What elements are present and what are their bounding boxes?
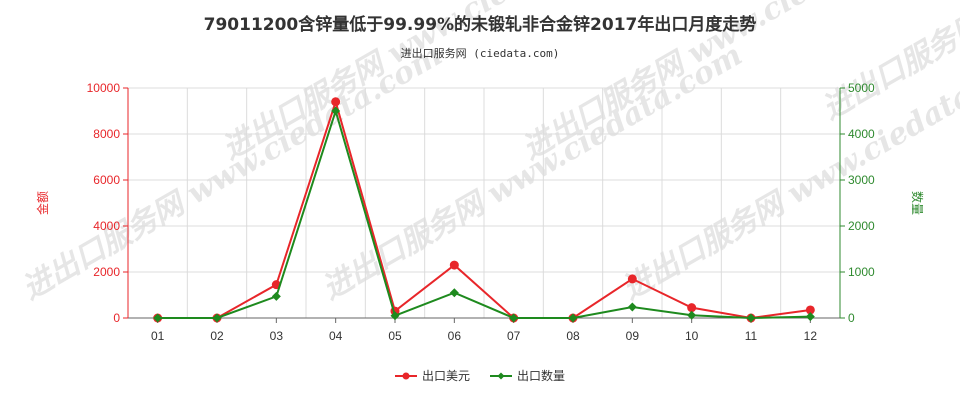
left-axis-ticks: 0 2000 4000 6000 8000 10000 xyxy=(87,81,128,325)
axes xyxy=(127,88,841,319)
left-axis-title: 金额 xyxy=(35,191,50,215)
x-tick-label: 12 xyxy=(804,329,818,343)
data-point xyxy=(627,302,637,312)
legend: 出口美元 出口数量 xyxy=(395,368,565,383)
legend-label: 出口数量 xyxy=(517,368,565,383)
data-point xyxy=(331,106,341,116)
data-point xyxy=(687,310,697,320)
right-axis-title: 数量 xyxy=(910,191,925,215)
legend-marker xyxy=(402,372,410,380)
series-layer xyxy=(153,97,815,323)
data-point xyxy=(509,313,519,323)
data-point xyxy=(627,274,637,284)
data-point xyxy=(331,97,341,107)
right-tick-label: 3000 xyxy=(848,173,875,187)
left-tick-label: 4000 xyxy=(93,219,120,233)
left-tick-label: 0 xyxy=(113,311,120,325)
x-tick-label: 10 xyxy=(685,329,699,343)
legend-item: 出口美元 xyxy=(395,369,470,383)
right-tick-label: 4000 xyxy=(848,127,875,141)
legend-label: 出口美元 xyxy=(422,369,470,383)
data-point xyxy=(271,291,281,301)
data-point xyxy=(568,313,578,323)
left-tick-label: 10000 xyxy=(87,81,121,95)
left-tick-label: 2000 xyxy=(93,265,120,279)
x-axis-ticks: 01 02 03 04 05 06 07 08 09 10 11 12 xyxy=(151,318,817,343)
grid xyxy=(128,87,841,318)
x-tick-label: 05 xyxy=(388,329,402,343)
chart-subtitle: 进出口服务网 (ciedata.com) xyxy=(401,46,560,60)
right-tick-label: 2000 xyxy=(848,219,875,233)
right-tick-label: 1000 xyxy=(848,265,875,279)
left-tick-label: 8000 xyxy=(93,127,120,141)
right-axis-ticks: 0 1000 2000 3000 4000 5000 xyxy=(840,81,875,325)
legend-item: 出口数量 xyxy=(490,368,565,383)
right-tick-label: 0 xyxy=(848,311,855,325)
x-tick-label: 07 xyxy=(507,329,521,343)
x-tick-label: 02 xyxy=(210,329,224,343)
x-tick-label: 11 xyxy=(745,329,758,343)
x-tick-label: 03 xyxy=(270,329,284,343)
data-point xyxy=(153,313,163,323)
data-point xyxy=(687,303,697,313)
legend-marker xyxy=(497,372,505,380)
x-tick-label: 01 xyxy=(151,329,165,343)
series-line xyxy=(157,98,811,320)
data-point xyxy=(805,312,815,322)
series-line xyxy=(157,107,811,320)
data-point xyxy=(449,260,459,270)
x-tick-label: 06 xyxy=(448,329,462,343)
data-point xyxy=(746,313,756,323)
series-2 xyxy=(153,106,815,323)
x-tick-label: 08 xyxy=(566,329,580,343)
data-point xyxy=(805,305,815,315)
left-tick-label: 6000 xyxy=(93,173,120,187)
x-tick-label: 04 xyxy=(329,329,343,343)
data-point xyxy=(449,288,459,298)
x-tick-label: 09 xyxy=(626,329,640,343)
data-point xyxy=(212,313,222,323)
right-tick-label: 5000 xyxy=(848,81,875,95)
data-point xyxy=(390,311,400,321)
chart-title: 79011200含锌量低于99.99%的未锻轧非合金锌2017年出口月度走势 xyxy=(204,14,757,35)
